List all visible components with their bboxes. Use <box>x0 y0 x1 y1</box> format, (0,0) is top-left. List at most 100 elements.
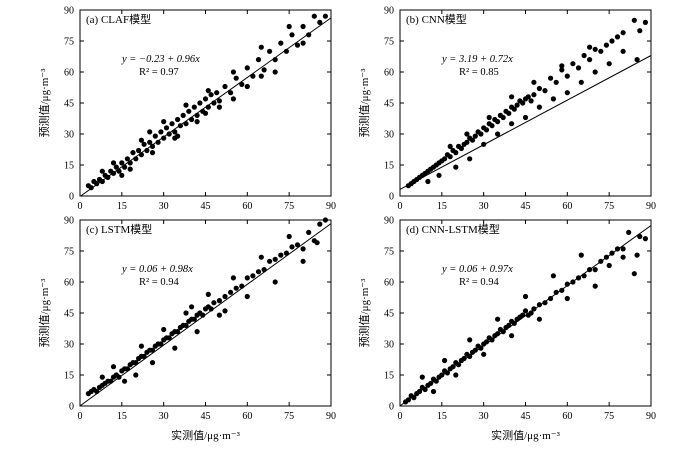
data-point <box>294 242 301 248</box>
data-point <box>189 304 195 310</box>
fit-line <box>80 17 332 197</box>
data-point <box>191 104 197 110</box>
data-point <box>161 119 167 125</box>
data-point <box>495 131 501 137</box>
data-point <box>138 137 144 143</box>
data-point <box>514 102 520 108</box>
data-point <box>172 129 178 135</box>
x-tick-label: 45 <box>521 201 531 212</box>
data-point <box>606 262 612 269</box>
data-point <box>478 131 484 137</box>
data-point <box>634 252 640 258</box>
x-tick-label: 75 <box>604 411 614 422</box>
data-point <box>528 310 534 316</box>
data-point <box>430 388 437 395</box>
data-point <box>175 116 181 123</box>
data-point <box>255 57 262 63</box>
data-point <box>205 88 211 94</box>
regression-equation: y = −0.23 + 0.96x <box>121 54 200 65</box>
data-point <box>289 244 295 250</box>
data-point <box>186 108 192 114</box>
data-point <box>155 139 161 145</box>
y-tick-label: 30 <box>384 130 394 141</box>
data-point <box>642 19 649 25</box>
data-point <box>214 90 220 96</box>
y-tick-label: 15 <box>64 161 74 172</box>
data-point <box>175 329 181 335</box>
data-point <box>250 273 256 279</box>
y-tick-label: 0 <box>69 402 74 413</box>
data-point <box>511 106 517 112</box>
data-point <box>587 57 593 63</box>
y-tick-label: 90 <box>64 216 74 227</box>
data-point <box>559 67 565 73</box>
data-point <box>163 125 170 131</box>
data-point <box>620 254 626 260</box>
data-point <box>306 229 312 235</box>
data-point <box>472 133 478 139</box>
y-tick-label: 30 <box>64 340 74 351</box>
data-point <box>581 52 587 59</box>
x-tick-label: 90 <box>646 201 656 212</box>
data-point <box>161 326 167 333</box>
y-tick-label: 60 <box>384 278 394 289</box>
x-tick-label: 30 <box>159 201 169 212</box>
r2-label: R² = 0.94 <box>459 277 499 288</box>
data-point <box>528 98 534 104</box>
data-point <box>453 372 459 378</box>
data-point <box>152 133 158 139</box>
x-tick-label: 90 <box>326 201 336 212</box>
x-tick-label: 15 <box>437 411 447 422</box>
data-point <box>436 172 442 178</box>
data-point <box>183 102 189 108</box>
data-point <box>110 364 117 370</box>
data-point <box>286 233 292 240</box>
data-point <box>278 40 284 46</box>
data-point <box>294 42 301 48</box>
data-point <box>244 65 250 71</box>
data-point <box>300 23 306 30</box>
y-tick-label: 0 <box>389 402 394 413</box>
data-point <box>637 233 643 240</box>
data-point <box>469 137 476 143</box>
data-point <box>317 221 323 227</box>
data-point <box>458 145 464 152</box>
data-point <box>637 28 643 34</box>
data-point <box>216 104 222 110</box>
data-point <box>506 110 512 116</box>
data-point <box>272 69 278 75</box>
data-point <box>216 312 222 318</box>
y-tick-label: 90 <box>384 6 394 17</box>
fit-line <box>399 225 652 407</box>
regression-equation: y = 0.06 + 0.97x <box>441 264 513 275</box>
data-point <box>570 61 576 67</box>
data-point <box>542 88 548 94</box>
y-tick-label: 15 <box>64 371 74 382</box>
data-point <box>202 96 209 102</box>
x-tick-label: 90 <box>646 411 656 422</box>
y-axis-label: 预测值/μg·m⁻³ <box>358 278 371 347</box>
x-tick-label: 60 <box>562 411 572 422</box>
data-point <box>149 143 156 149</box>
data-point <box>258 254 264 260</box>
y-tick-label: 15 <box>384 161 394 172</box>
data-point <box>578 252 584 258</box>
data-point <box>317 19 323 25</box>
data-point <box>175 133 181 139</box>
data-point <box>119 172 125 178</box>
data-point <box>99 374 105 380</box>
data-point <box>99 168 105 174</box>
data-point <box>127 166 133 172</box>
data-point <box>208 92 214 98</box>
y-tick-label: 60 <box>64 278 74 289</box>
x-tick-label: 60 <box>242 411 252 422</box>
r2-label: R² = 0.97 <box>139 67 179 78</box>
data-point <box>495 316 501 322</box>
data-point <box>444 370 450 376</box>
data-point <box>634 57 640 63</box>
data-point <box>631 271 637 277</box>
data-point <box>183 310 189 316</box>
x-tick-label: 30 <box>159 411 169 422</box>
y-tick-label: 60 <box>384 68 394 79</box>
data-point <box>536 302 543 308</box>
